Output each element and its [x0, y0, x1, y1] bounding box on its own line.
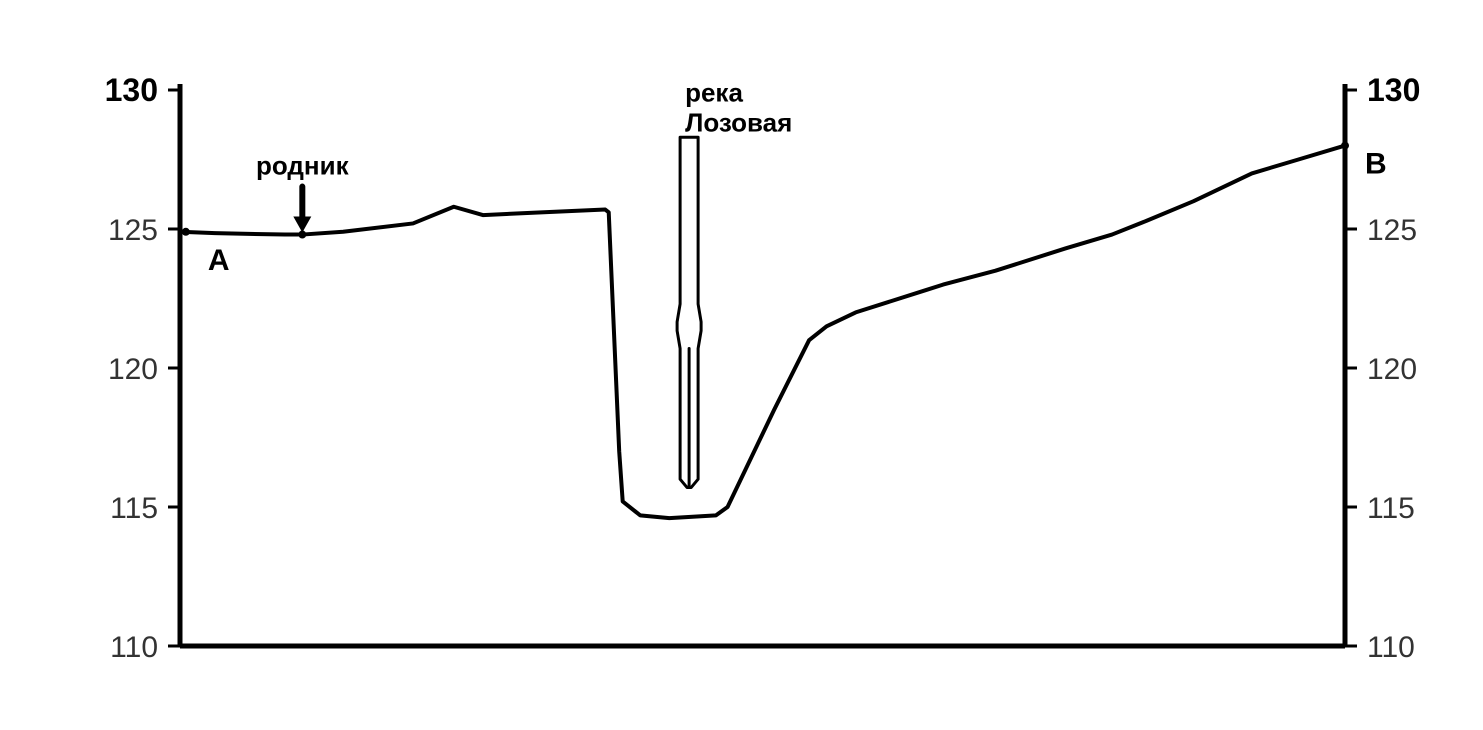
spring-arrow-head: [293, 217, 311, 233]
spring-label: родник: [256, 151, 350, 181]
ytick-label-right: 130: [1367, 72, 1420, 108]
ytick-label-left: 110: [110, 631, 158, 664]
ytick-label-left: 115: [110, 492, 158, 525]
ytick-label-right: 110: [1367, 631, 1415, 664]
ytick-label-left: 120: [108, 353, 158, 386]
ytick-label-left: 130: [105, 72, 158, 108]
chart-svg: 110 110 115 115 120 120 125 125 130 130 А Вродник ре…: [0, 0, 1483, 730]
endpoint-b-dot: [1341, 142, 1349, 150]
ytick-label-right: 125: [1367, 214, 1417, 247]
endpoint-b-label: В: [1365, 148, 1387, 181]
river-label-line1: река: [685, 77, 743, 107]
terrain-profile-line: [180, 146, 1345, 519]
endpoint-a-dot: [182, 228, 190, 236]
ytick-label-right: 115: [1367, 492, 1415, 525]
ytick-label-right: 120: [1367, 353, 1417, 386]
endpoint-a-label: А: [208, 244, 230, 277]
river-label-line2: Лозовая: [685, 107, 792, 137]
elevation-profile-chart: 110 110 115 115 120 120 125 125 130 130 А Вродник ре…: [0, 0, 1483, 730]
ytick-label-left: 125: [108, 214, 158, 247]
